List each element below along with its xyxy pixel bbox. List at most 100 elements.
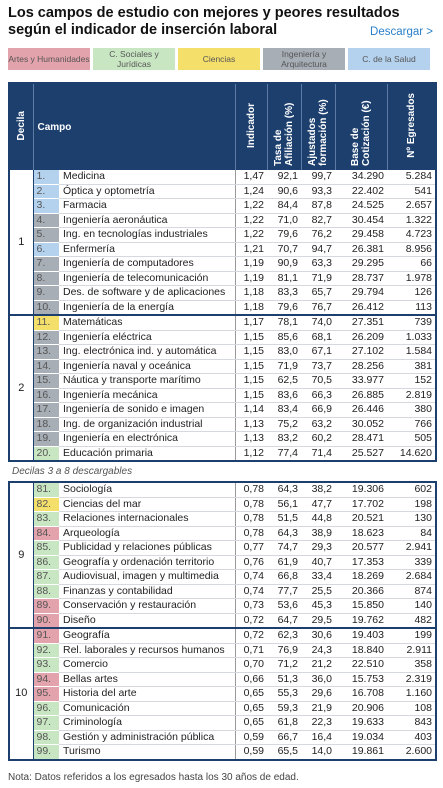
value: 0,59: [235, 730, 267, 745]
table-row: 87. Audiovisual, imagen y multimedia 0,74 6…: [9, 569, 436, 585]
value: 29.295: [335, 256, 387, 272]
field: Náutica y transporte marítimo: [59, 373, 236, 389]
field: Ingeniería en electrónica: [59, 431, 236, 447]
value: 1,21: [235, 242, 267, 257]
header-row: Decila Campo Indicador Tasa de Afiliación (…: [8, 83, 436, 170]
value: 34.290: [335, 170, 387, 185]
rank: 11.: [33, 314, 59, 331]
rank: 93.: [33, 657, 59, 673]
header-label: Ajustados formación (%): [307, 98, 329, 166]
value: 2.941: [387, 540, 436, 556]
value: 30,6: [301, 627, 335, 644]
value: 358: [387, 657, 436, 673]
field: Historia del arte: [59, 686, 236, 702]
value: 29,6: [301, 686, 335, 702]
value: 76,2: [301, 227, 335, 243]
field: Ingeniería naval y oceánica: [59, 359, 236, 374]
value: 198: [387, 497, 436, 512]
table-row: 98. Gestión y administración pública 0,59 6…: [9, 730, 436, 745]
value: 83,0: [267, 344, 301, 360]
field: Ciencias del mar: [59, 497, 236, 512]
value: 14.620: [387, 446, 436, 462]
value: 66,3: [301, 388, 335, 403]
field: Finanzas y contabilidad: [59, 584, 236, 599]
value: 63,3: [301, 256, 335, 272]
value: 1,15: [235, 373, 267, 389]
value: 0,65: [235, 686, 267, 702]
value: 19.034: [335, 730, 387, 745]
table: Decila Campo Indicador Tasa de Afiliación (…: [8, 82, 437, 462]
table-row: 83. Relaciones internacionales 0,78 51,5 44,…: [9, 511, 436, 527]
table-row: 10 91. Geografía 0,72 62,3 30,6 19.403 199: [9, 627, 436, 760]
table-row: 7. Ingeniería de computadores 1,19 90,9 63,3…: [9, 256, 436, 272]
table-row: 94. Bellas artes 0,66 51,3 36,0 15.753 2.319: [9, 672, 436, 687]
table-row: 2 11. Matemáticas 1,17 78,1 74,0 27.351 739: [9, 314, 436, 462]
value: 0,76: [235, 555, 267, 570]
value: 64,3: [267, 526, 301, 541]
download-link[interactable]: Descargar >: [370, 26, 433, 38]
value: 38,2: [301, 482, 335, 498]
value: 0,78: [235, 511, 267, 527]
value: 44,8: [301, 511, 335, 527]
value: 29.794: [335, 285, 387, 301]
value: 90,6: [267, 184, 301, 199]
value: 0,78: [235, 497, 267, 512]
value: 74,7: [267, 540, 301, 556]
rank: 12.: [33, 330, 59, 345]
field: Turismo: [59, 744, 236, 760]
header-label: Decila: [15, 110, 27, 141]
value: 71,9: [301, 271, 335, 286]
rank: 81.: [33, 482, 59, 498]
value: 26.412: [335, 300, 387, 316]
field: Enfermería: [59, 242, 236, 257]
value: 29,3: [301, 540, 335, 556]
value: 28.256: [335, 359, 387, 374]
field: Rel. laborales y recursos humanos: [59, 643, 236, 658]
rank: 95.: [33, 686, 59, 702]
value: 0,66: [235, 672, 267, 687]
value: 76,7: [301, 300, 335, 316]
separator-note: Decilas 3 a 8 descargables: [12, 466, 133, 477]
rank: 16.: [33, 388, 59, 403]
value: 19.306: [335, 482, 387, 498]
legend-item: Ingeniería y Arquitectura: [263, 48, 345, 70]
field: Ingeniería mecánica: [59, 388, 236, 403]
value: 64,3: [267, 482, 301, 498]
rank: 84.: [33, 526, 59, 541]
value: 24,3: [301, 643, 335, 658]
rank: 19.: [33, 431, 59, 447]
value: 0,59: [235, 744, 267, 760]
value: 56,1: [267, 497, 301, 512]
value: 38,9: [301, 526, 335, 541]
field: Sociología: [59, 482, 236, 498]
title-line: Los campos de estudio con mejores y peor…: [8, 5, 400, 21]
value: 1,12: [235, 446, 267, 462]
rank: 6.: [33, 242, 59, 257]
header-label: Tasa de Afiliación (%): [273, 102, 295, 166]
value: 1,22: [235, 227, 267, 243]
value: 505: [387, 431, 436, 447]
rank: 4.: [33, 213, 59, 228]
rank: 15.: [33, 373, 59, 389]
value: 1.160: [387, 686, 436, 702]
table-row: 96. Comunicación 0,65 59,3 21,9 20.906 108: [9, 701, 436, 716]
value: 77,7: [267, 584, 301, 599]
value: 1,15: [235, 388, 267, 403]
value: 21,2: [301, 657, 335, 673]
value: 15.753: [335, 672, 387, 687]
table-row: 86. Geografía y ordenación territorio 0,76…: [9, 555, 436, 570]
rank: 94.: [33, 672, 59, 687]
value: 126: [387, 285, 436, 301]
value: 18.623: [335, 526, 387, 541]
value: 53,6: [267, 598, 301, 614]
value: 85,6: [267, 330, 301, 345]
value: 152: [387, 373, 436, 389]
table-row: 15. Náutica y transporte marítimo 1,15 62,5…: [9, 373, 436, 389]
table-row: 4. Ingeniería aeronáutica 1,22 71,0 82,7 30.4…: [9, 213, 436, 228]
value: 79,6: [267, 227, 301, 243]
legend-item: Artes y Humanidades: [8, 48, 90, 70]
value: 5.284: [387, 170, 436, 185]
value: 51,3: [267, 672, 301, 687]
legend: Artes y Humanidades C. Sociales y Jurídic…: [8, 48, 430, 70]
value: 2.657: [387, 198, 436, 214]
